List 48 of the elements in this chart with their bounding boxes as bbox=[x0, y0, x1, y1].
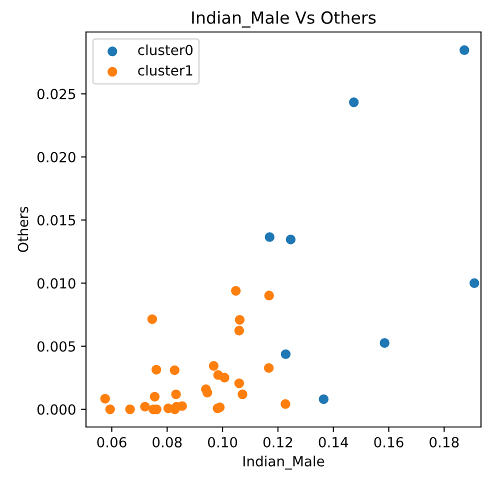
x-tick-label: 0.06 bbox=[97, 436, 126, 448]
point bbox=[105, 404, 115, 414]
x-axis-title: Indian_Male bbox=[243, 456, 324, 470]
point bbox=[171, 389, 181, 400]
point bbox=[234, 326, 244, 336]
point bbox=[208, 361, 219, 371]
point bbox=[460, 45, 470, 56]
point bbox=[125, 404, 135, 414]
point bbox=[220, 372, 230, 383]
point bbox=[264, 290, 274, 300]
point bbox=[150, 392, 160, 402]
point bbox=[280, 349, 291, 360]
point bbox=[100, 394, 110, 404]
y-tick-label: 0.025 bbox=[37, 88, 76, 100]
point bbox=[348, 97, 359, 108]
point bbox=[280, 399, 290, 409]
legend-label: cluster1 bbox=[138, 64, 192, 76]
x-tick-label: 0.16 bbox=[374, 436, 404, 448]
point bbox=[318, 394, 329, 404]
point bbox=[214, 402, 225, 412]
legend-label: cluster0 bbox=[138, 44, 193, 56]
point bbox=[202, 388, 212, 398]
y-tick-label: 0.000 bbox=[37, 404, 76, 415]
x-tick-label: 0.08 bbox=[152, 436, 182, 448]
point bbox=[230, 286, 241, 296]
y-tick-label: 0.020 bbox=[37, 152, 76, 162]
point bbox=[177, 401, 187, 411]
point bbox=[170, 365, 180, 376]
point bbox=[380, 338, 390, 348]
point bbox=[147, 314, 158, 324]
y-tick-label: 0.005 bbox=[37, 341, 76, 352]
y-tick-label: 0.015 bbox=[37, 215, 76, 226]
point bbox=[234, 378, 244, 388]
x-tick-label: 0.18 bbox=[430, 436, 459, 448]
x-tick-label: 0.10 bbox=[208, 436, 238, 448]
point bbox=[286, 234, 296, 244]
point bbox=[140, 402, 150, 412]
x-tick-label: 0.14 bbox=[318, 436, 348, 448]
point bbox=[264, 363, 274, 373]
point bbox=[238, 389, 248, 400]
y-axis-title: Others bbox=[18, 206, 28, 252]
point bbox=[469, 278, 480, 288]
chart-title: Indian_Male Vs Others bbox=[192, 11, 376, 28]
y-tick-label: 0.010 bbox=[37, 278, 76, 289]
x-tick-label: 0.12 bbox=[263, 436, 292, 448]
point bbox=[151, 364, 162, 375]
point bbox=[264, 232, 275, 242]
point bbox=[234, 314, 245, 325]
